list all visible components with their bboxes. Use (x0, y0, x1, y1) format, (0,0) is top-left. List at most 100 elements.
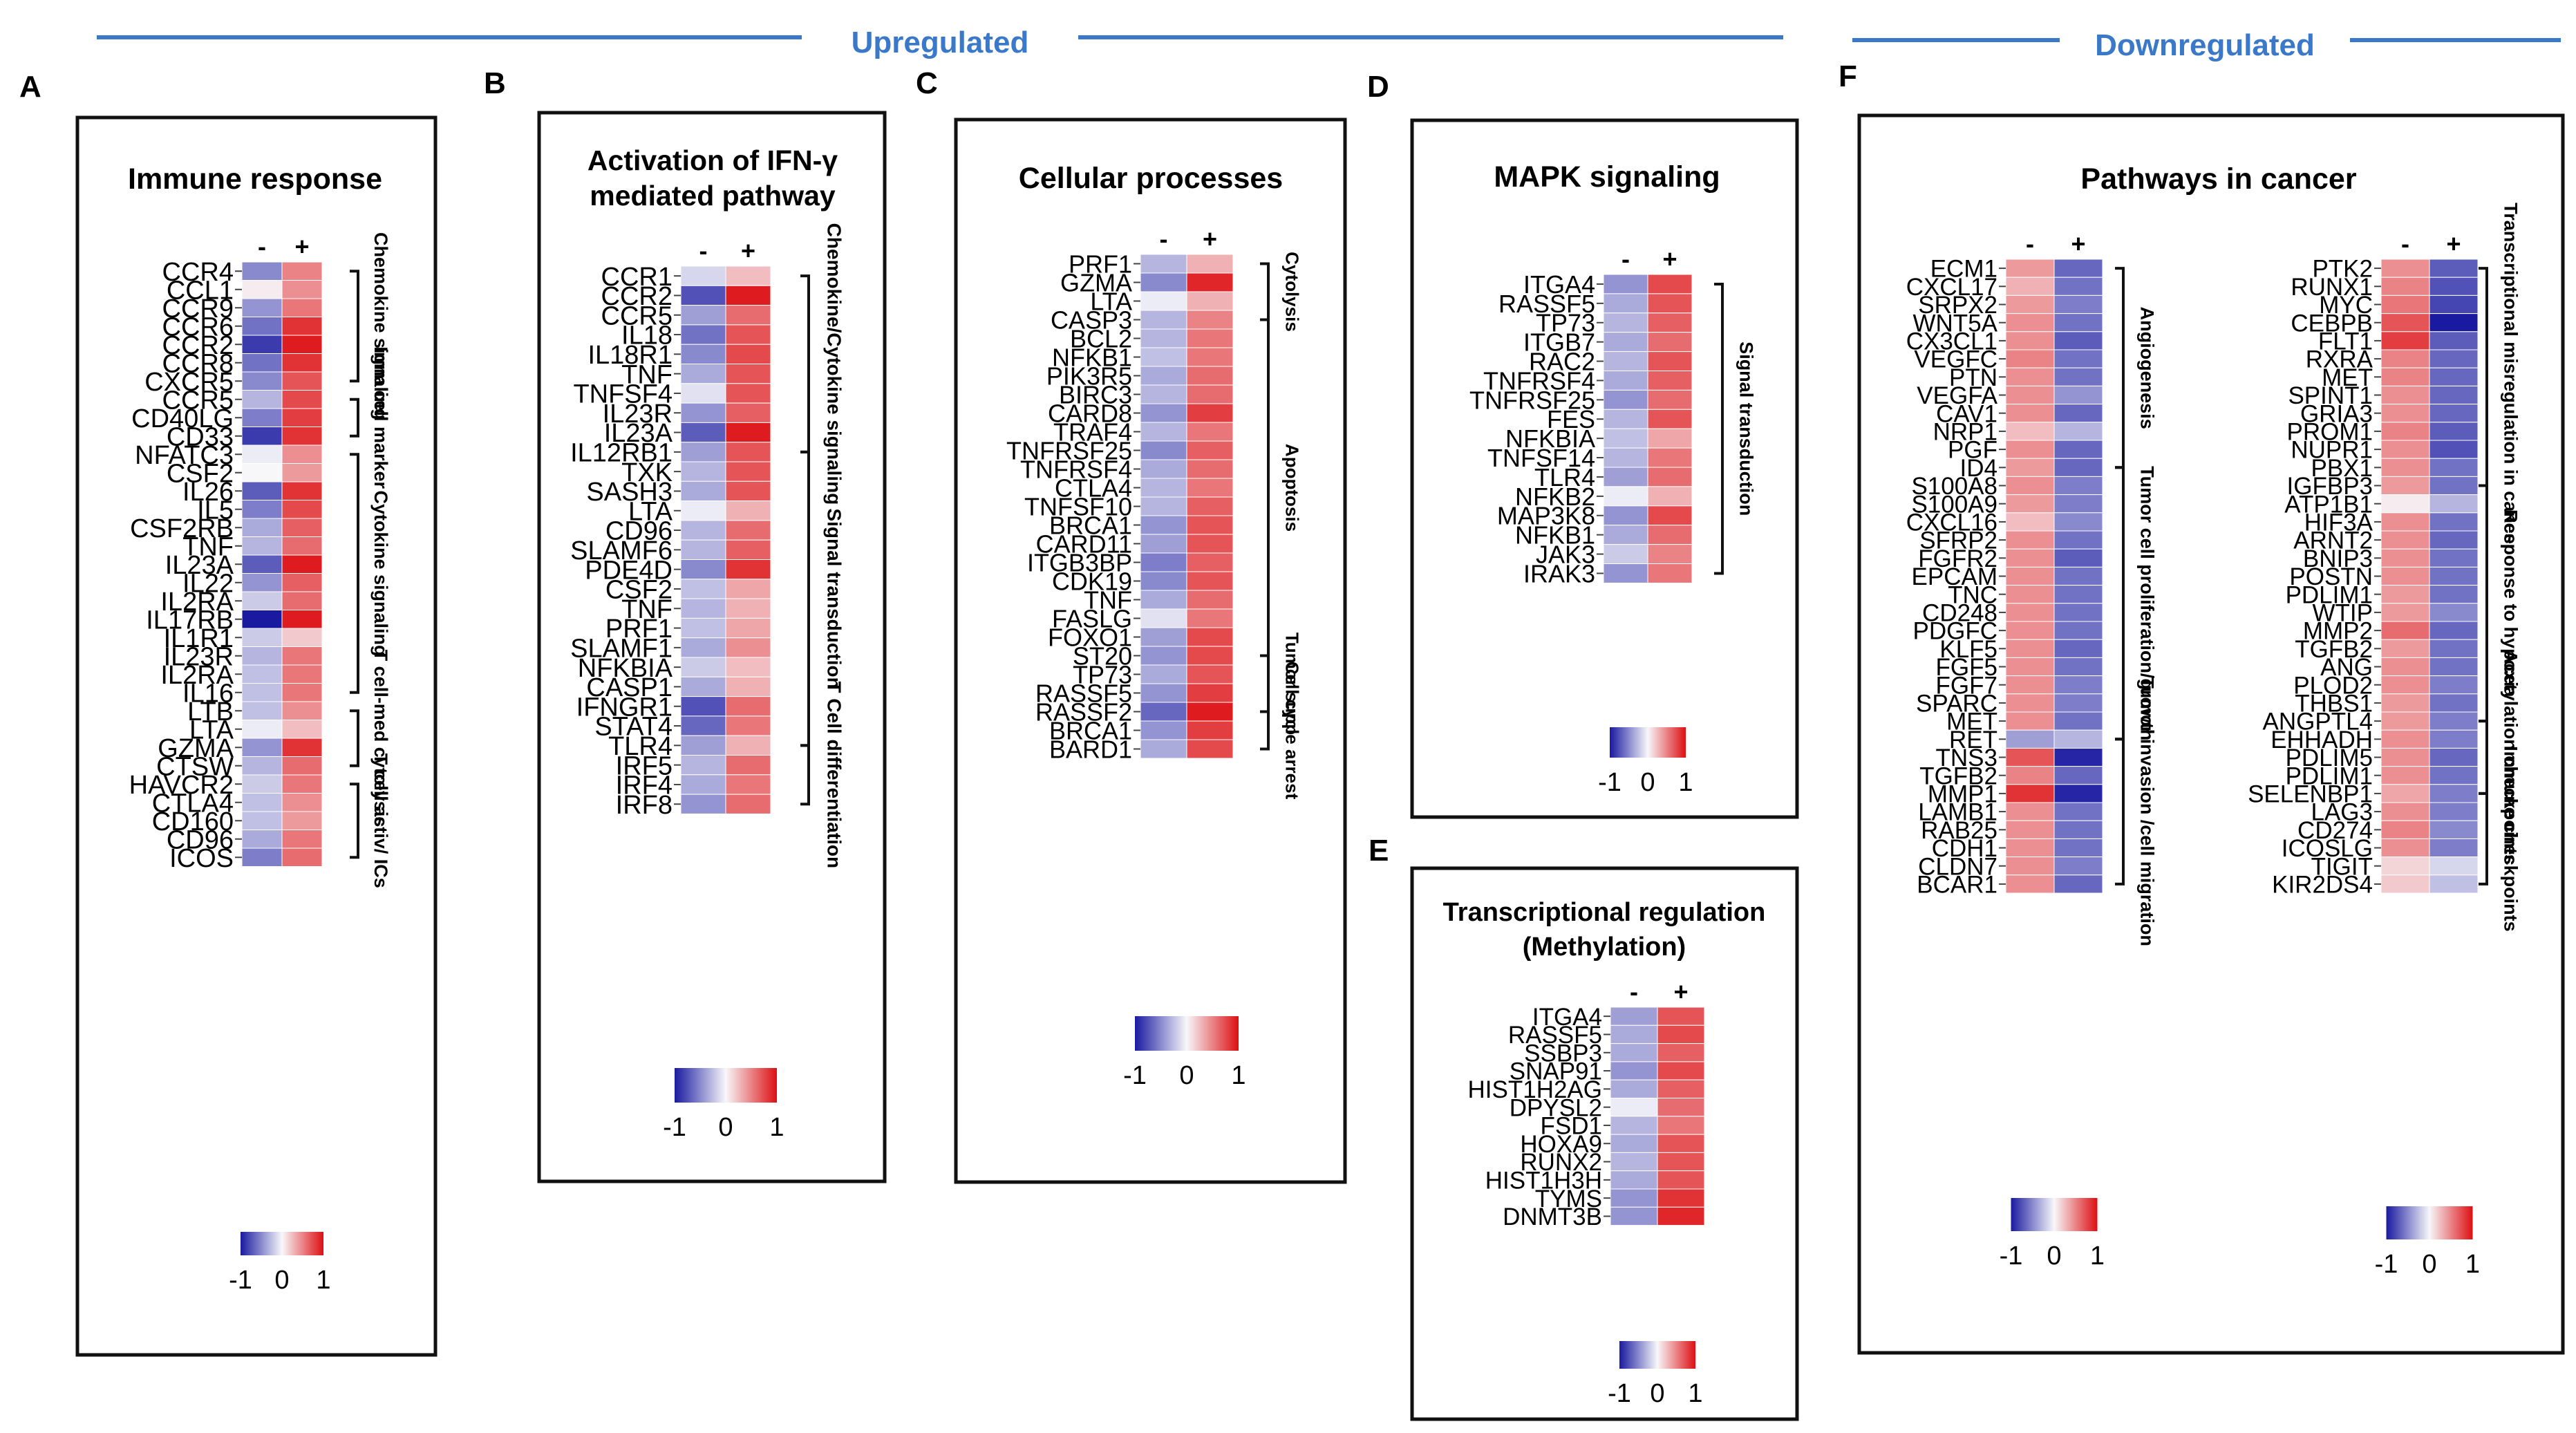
colorbar (1135, 1016, 1239, 1051)
colorbar-tick-label: 0 (274, 1266, 289, 1295)
heatmap-cell (241, 536, 283, 556)
gene-label: STAT4 (594, 713, 673, 742)
heatmap-cell (1140, 310, 1187, 330)
heatmap-cell (241, 847, 283, 867)
heatmap-cell (281, 261, 323, 281)
heatmap-cell (1603, 409, 1648, 429)
heatmap-cell (241, 756, 283, 776)
heatmap-cell (281, 774, 323, 794)
heatmap-cell (2005, 404, 2055, 423)
heatmap-cell (1186, 291, 1234, 311)
heatmap-cell (2053, 422, 2103, 441)
group-bracket (1714, 282, 1724, 575)
heatmap-cell (1140, 254, 1187, 274)
heatmap-cell (1603, 332, 1648, 353)
gene-label: CD33 (167, 422, 234, 451)
heatmap-cell (241, 811, 283, 830)
heatmap-cell (725, 696, 771, 717)
heatmap-cellular-processes: - +PRF1GZMALTACASP3BCL2NFKB1PIK3R5BIRC3CA… (1006, 225, 1302, 1090)
heatmap-cell (1657, 1061, 1705, 1080)
gene-label: IL2RA (160, 588, 234, 617)
heatmap-cell (281, 427, 323, 446)
heatmap-cell (281, 664, 323, 684)
group-label: T cell-med cytolysis (370, 650, 391, 827)
gene-label: TRAF4 (1053, 418, 1132, 446)
heatmap-cell (2380, 349, 2430, 368)
group-label: Immune checkpoints (2500, 746, 2521, 932)
colorbar-tick-label: -1 (663, 1113, 686, 1142)
gene-label: IL1R1 (164, 624, 234, 653)
group-label: Cytokine signaling (370, 490, 391, 656)
heatmap-cell (1140, 291, 1187, 311)
gene-label: CCR1 (601, 263, 673, 292)
heatmap-cell (1647, 486, 1693, 507)
heatmap-cell (2380, 585, 2430, 604)
heatmap-cell (2005, 603, 2055, 622)
colorbar-tick-label: 1 (1688, 1379, 1702, 1408)
panel-letter-b: B (484, 66, 506, 100)
heatmap-cell (1186, 422, 1234, 442)
group-label: Apoptosis (1281, 444, 1302, 532)
column-header: - (1621, 245, 1630, 273)
heatmap-cell (680, 461, 726, 482)
heatmap-cell (2005, 784, 2055, 803)
group-bracket (2479, 720, 2488, 795)
heatmap-cell (725, 344, 771, 365)
gene-label: IRF4 (616, 771, 673, 800)
gene-label: ICOS (169, 844, 234, 873)
gene-label: CASP3 (1051, 306, 1132, 334)
group-label: T Cell differentiation (824, 681, 845, 868)
heatmap-cell (1603, 544, 1648, 564)
gene-label: CSF2 (605, 576, 673, 605)
heatmap-cell (2053, 367, 2103, 386)
heatmap-cell (2380, 675, 2430, 695)
heatmap-cell (2380, 548, 2430, 568)
gene-label: ITGB7 (1523, 328, 1595, 357)
gene-label: HIST1H3H (1485, 1167, 1602, 1194)
gene-label: DPYSL2 (1510, 1094, 1602, 1121)
heatmap-cell (2005, 422, 2055, 441)
colorbar-tick-label: 0 (1179, 1061, 1194, 1090)
heatmap-cell (725, 617, 771, 639)
heatmap-cell (2005, 458, 2055, 477)
panel-e-title-line2: (Methylation) (1523, 933, 1686, 962)
group-bracket (350, 783, 359, 859)
heatmap-cell (725, 324, 771, 345)
heatmap-cell (725, 480, 771, 502)
heatmap-cell (2005, 838, 2055, 858)
gene-label: CASP1 (586, 673, 673, 702)
group-label: Response to hypoxia (2500, 509, 2521, 698)
heatmap-cell (1603, 371, 1648, 391)
heatmap-cell (1610, 1079, 1658, 1098)
group-bracket (800, 744, 810, 806)
heatmap-cell (2380, 313, 2430, 333)
heatmap-cell (1140, 459, 1187, 479)
gene-label: BARD1 (1049, 735, 1132, 763)
heatmap-cell (2053, 802, 2103, 821)
heatmap-cell (1603, 505, 1648, 526)
heatmap-cell (1186, 664, 1234, 684)
heatmap-cell (1647, 467, 1693, 487)
heatmap-cell (1140, 646, 1187, 666)
heatmap-cell (2429, 313, 2479, 333)
gene-label: IL18R1 (587, 341, 673, 370)
heatmap-cell (680, 735, 726, 756)
group-bracket (1260, 654, 1270, 713)
heatmap-ifn-gamma: - +CCR1CCR2CCR5IL18IL18R1TNFTNFSF4IL23RIL… (570, 223, 845, 1142)
gene-label: IL18 (621, 321, 673, 350)
gene-label: BCL2 (1070, 324, 1132, 353)
heatmap-cell (281, 408, 323, 427)
heatmap-cell (281, 738, 323, 757)
heatmap-cell (2429, 476, 2479, 496)
heatmap-cell (2005, 711, 2055, 731)
heatmap-cell (1657, 1024, 1705, 1045)
heatmap-cell (241, 280, 283, 299)
heatmap-cell (725, 676, 771, 697)
heatmap-cell (2005, 530, 2055, 550)
heatmap-cell (725, 364, 771, 384)
heatmap-cell (281, 280, 323, 299)
gene-label: GZMA (158, 734, 234, 763)
gene-label: ANG (2320, 654, 2373, 681)
heatmap-cell (1610, 1043, 1658, 1062)
gene-label: BCAR1 (1917, 872, 1997, 899)
